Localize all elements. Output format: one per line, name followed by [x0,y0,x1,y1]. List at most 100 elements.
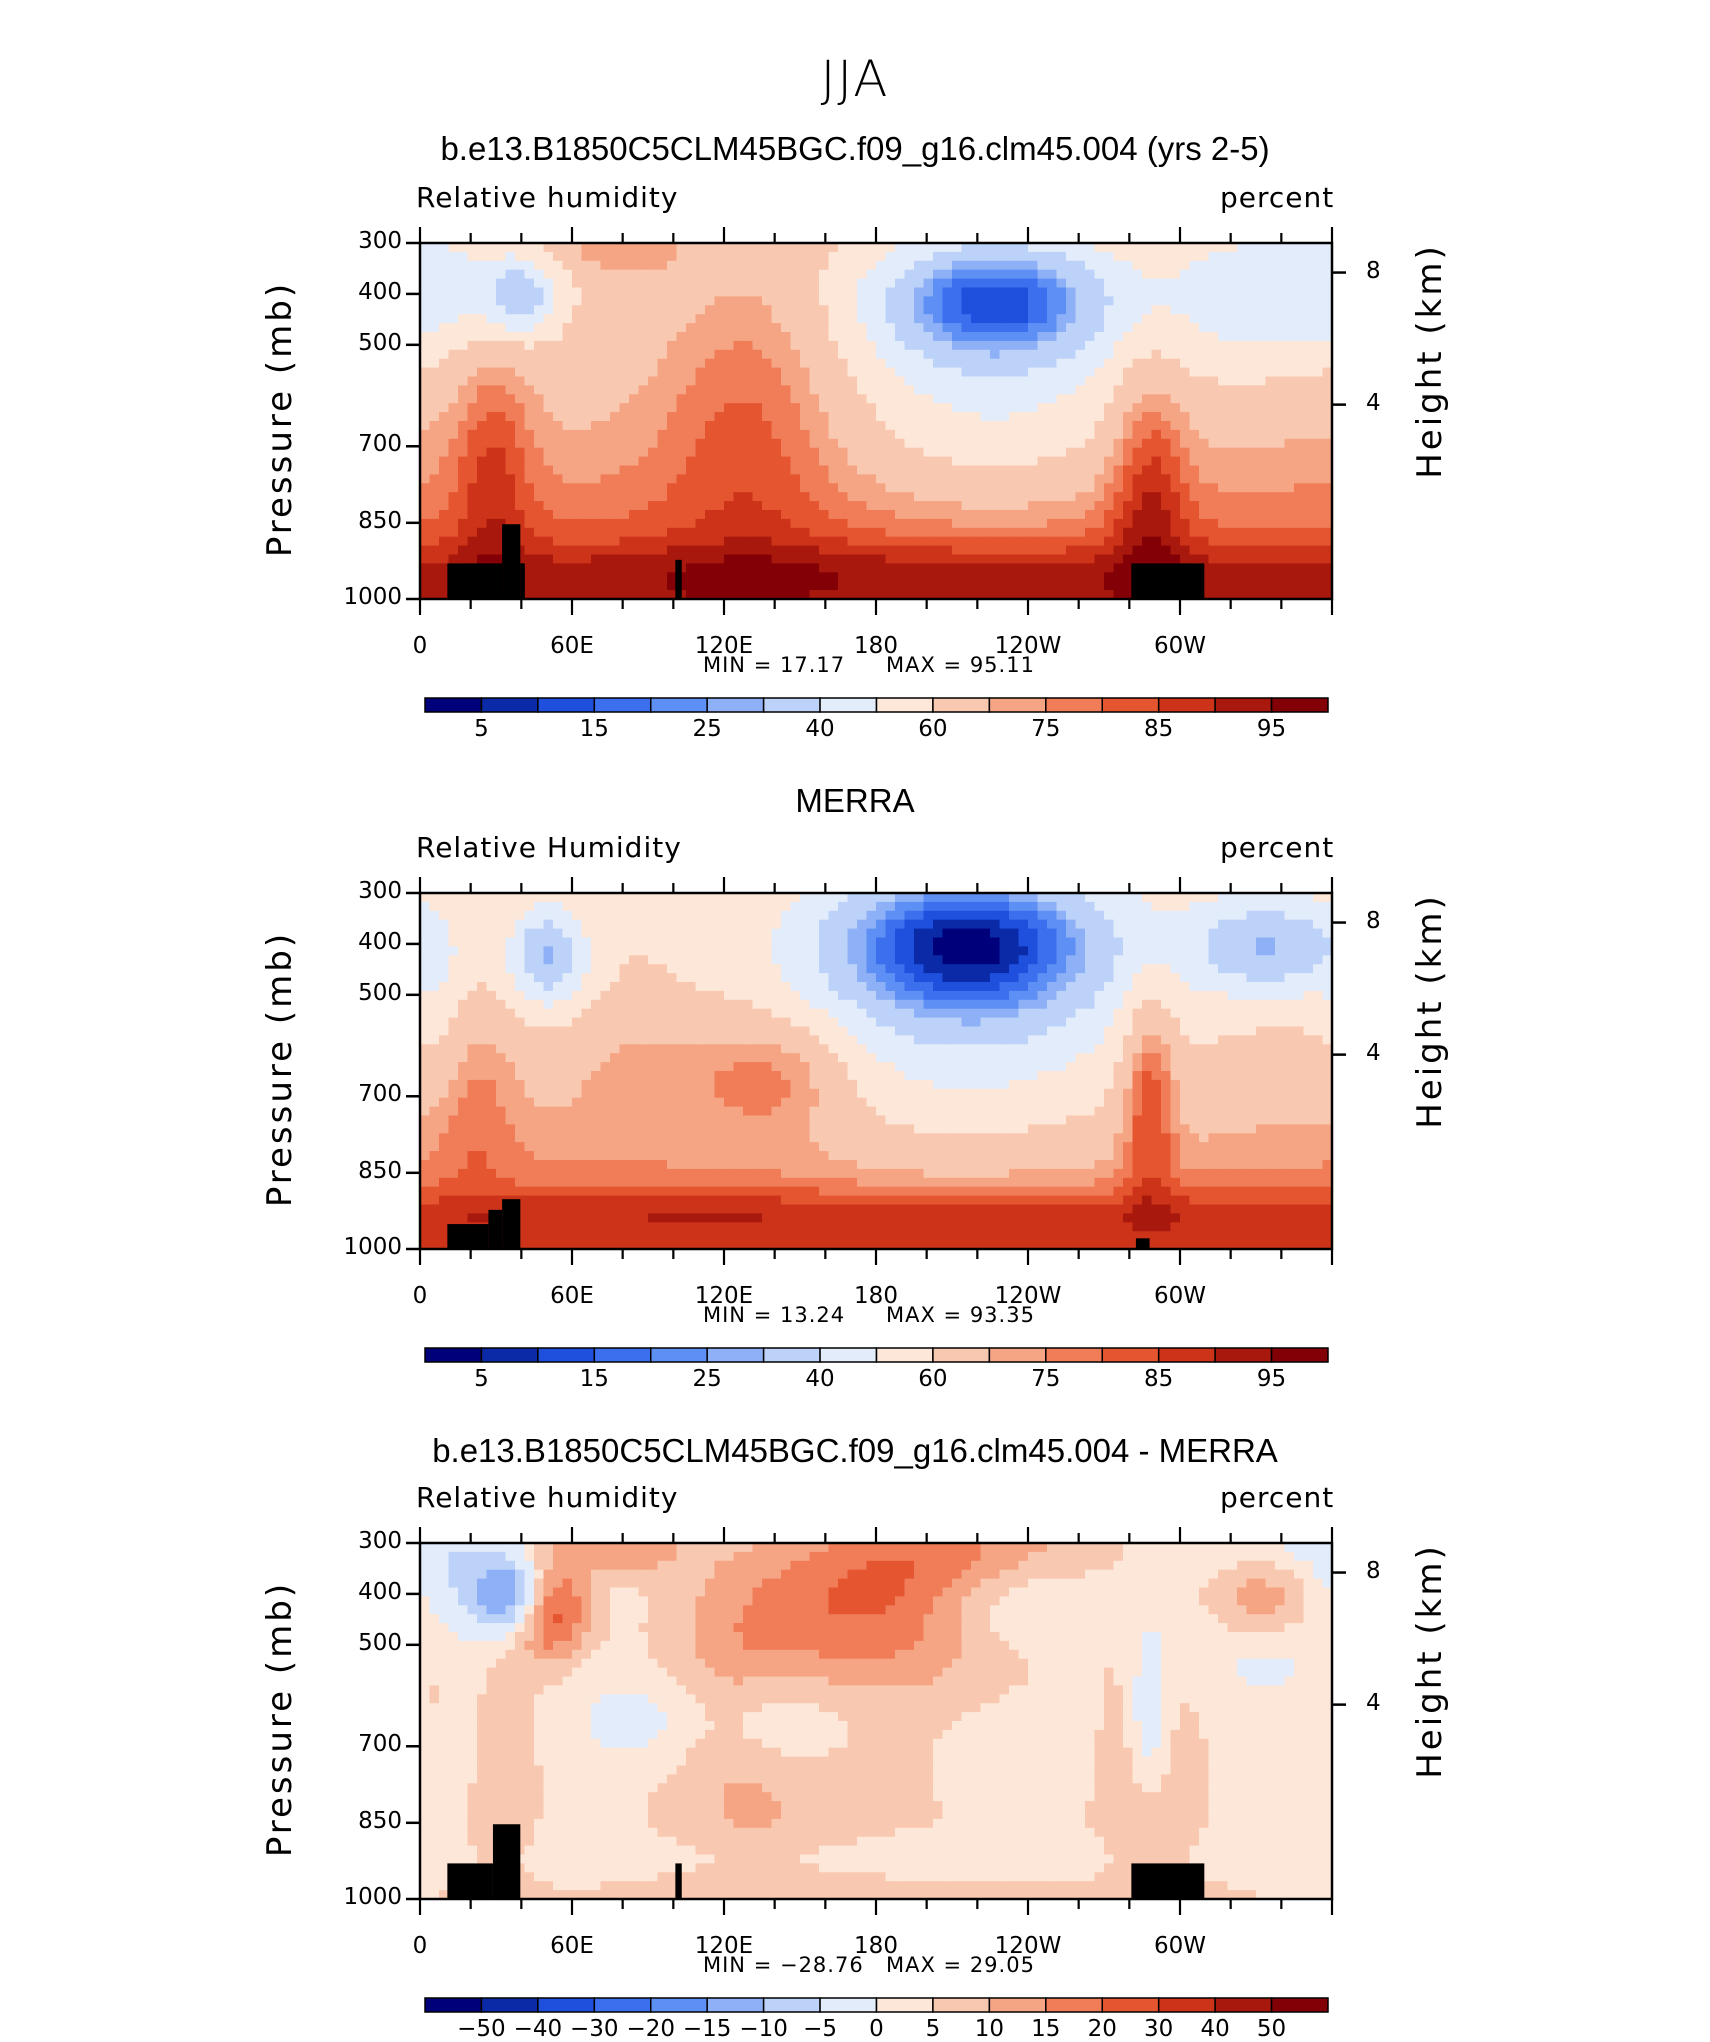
heatmap-cell [705,528,715,538]
heatmap-cell [591,439,601,449]
heatmap-cell [1180,546,1190,556]
heatmap-cell [924,279,934,289]
heatmap-cell [990,555,1000,565]
heatmap-cell [867,448,877,458]
heatmap-cell [905,483,915,493]
heatmap-cell [886,252,896,262]
heatmap-cell [477,421,487,431]
heatmap-cell [1294,448,1304,458]
heatmap-cell [1190,314,1200,324]
heatmap-cell [515,314,525,324]
heatmap-cell [905,359,915,369]
heatmap-cell [629,421,639,431]
heatmap-cell [1009,279,1019,289]
heatmap-cell [667,430,677,440]
heatmap-cell [1019,314,1029,324]
heatmap-cell [791,474,801,484]
heatmap-cell [943,946,953,956]
heatmap-cell [639,973,649,983]
heatmap-cell [582,385,592,395]
heatmap-cell [753,341,763,351]
heatmap-cell [1285,261,1295,271]
heatmap-cell [715,261,725,271]
heatmap-cell [1095,412,1105,422]
heatmap-cell [876,394,886,404]
heatmap-cell [743,448,753,458]
heatmap-cell [1057,474,1067,484]
heatmap-cell [724,973,734,983]
heatmap-cell [772,920,782,930]
heatmap-cell [734,412,744,422]
heatmap-cell [1171,938,1181,948]
heatmap-cell [1009,421,1019,431]
heatmap-cell [914,377,924,387]
heatmap-cell [990,296,1000,306]
heatmap-cell [1114,537,1124,547]
heatmap-cell [848,305,858,315]
heatmap-cell [971,261,981,271]
heatmap-cell [1123,350,1133,360]
heatmap-cell [857,252,867,262]
heatmap-cell [487,368,497,378]
heatmap-cell [1142,368,1152,378]
heatmap-cell [1133,528,1143,538]
heatmap-cell [933,563,943,573]
heatmap-cell [1256,341,1266,351]
heatmap-cell [753,537,763,547]
heatmap-cell [544,279,554,289]
heatmap-cell [696,902,706,912]
heatmap-cell [1104,279,1114,289]
heatmap-cell [658,314,668,324]
heatmap-cell [838,323,848,333]
heatmap-cell [1038,421,1048,431]
heatmap-cell [715,350,725,360]
heatmap-cell [1266,421,1276,431]
heatmap-cell [1123,368,1133,378]
heatmap-cell [1228,243,1238,253]
heatmap-cell [1209,296,1219,306]
heatmap-cell [1009,563,1019,573]
heatmap-cell [800,572,810,582]
heatmap-cell [1313,350,1323,360]
heatmap-cell [1133,439,1143,449]
heatmap-cell [430,412,440,422]
heatmap-cell [1190,528,1200,538]
heatmap-cell [534,448,544,458]
heatmap-cell [1228,296,1238,306]
heatmap-cell [1237,982,1247,992]
heatmap-cell [1161,964,1171,974]
heatmap-cell [715,938,725,948]
heatmap-cell [1275,385,1285,395]
heatmap-cell [895,243,905,253]
heatmap-cell [933,492,943,502]
heatmap-cell [1085,510,1095,520]
heatmap-cell [952,964,962,974]
heatmap-cell [1266,474,1276,484]
heatmap-cell [990,341,1000,351]
heatmap-cell [610,314,620,324]
heatmap-cell [658,270,668,280]
heatmap-cell [829,563,839,573]
heatmap-cell [601,305,611,315]
heatmap-cell [1152,519,1162,529]
heatmap-cell [734,252,744,262]
heatmap-cell [506,368,516,378]
heatmap-cell [610,920,620,930]
heatmap-cell [1133,252,1143,262]
heatmap-cell [1009,412,1019,422]
heatmap-cell [1266,332,1276,342]
heatmap-cell [1085,483,1095,493]
heatmap-cell [1285,421,1295,431]
heatmap-cell [639,528,649,538]
heatmap-cell [724,555,734,565]
heatmap-cell [1047,920,1057,930]
heatmap-cell [648,270,658,280]
heatmap-cell [743,296,753,306]
heatmap-cell [439,403,449,413]
heatmap-cell [772,252,782,262]
heatmap-cell [810,394,820,404]
heatmap-cell [696,288,706,298]
heatmap-cell [762,555,772,565]
heatmap-cell [620,270,630,280]
heatmap-cell [1057,252,1067,262]
